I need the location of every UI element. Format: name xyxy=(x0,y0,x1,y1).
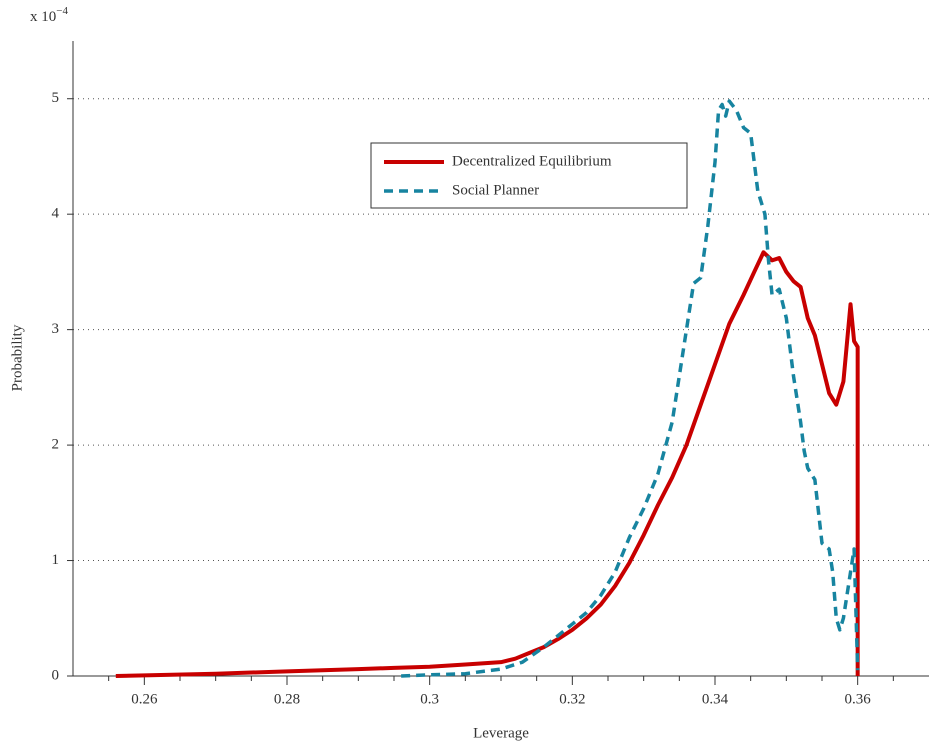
series-line xyxy=(115,250,860,678)
legend-label: Social Planner xyxy=(452,182,539,198)
legend-box xyxy=(370,142,688,209)
y-tick-label: 4 xyxy=(52,206,60,222)
y-tick-label: 5 xyxy=(52,90,60,106)
x-axis-label: Leverage xyxy=(473,725,529,741)
x-tick-label: 0.36 xyxy=(845,691,872,707)
x-tick-label: 0.3 xyxy=(420,691,439,707)
y-tick-label: 3 xyxy=(52,321,60,337)
axis-multiplier: x 10−4 xyxy=(30,5,68,26)
x-tick-label: 0.28 xyxy=(274,691,300,707)
y-tick-label: 1 xyxy=(52,552,60,568)
series-line xyxy=(401,99,860,678)
x-tick-label: 0.32 xyxy=(559,691,585,707)
y-tick-label: 2 xyxy=(52,437,60,453)
y-tick-label: 0 xyxy=(52,667,60,683)
legend: Decentralized Equilibrium Social Planner xyxy=(370,142,688,209)
x-tick-label: 0.26 xyxy=(131,691,158,707)
multiplier-base: x 10 xyxy=(30,9,56,25)
x-tick-label: 0.34 xyxy=(702,691,729,707)
multiplier-exponent: −4 xyxy=(56,5,68,17)
legend-label: Decentralized Equilibrium xyxy=(452,153,612,169)
y-axis-label: Probability xyxy=(9,324,25,391)
